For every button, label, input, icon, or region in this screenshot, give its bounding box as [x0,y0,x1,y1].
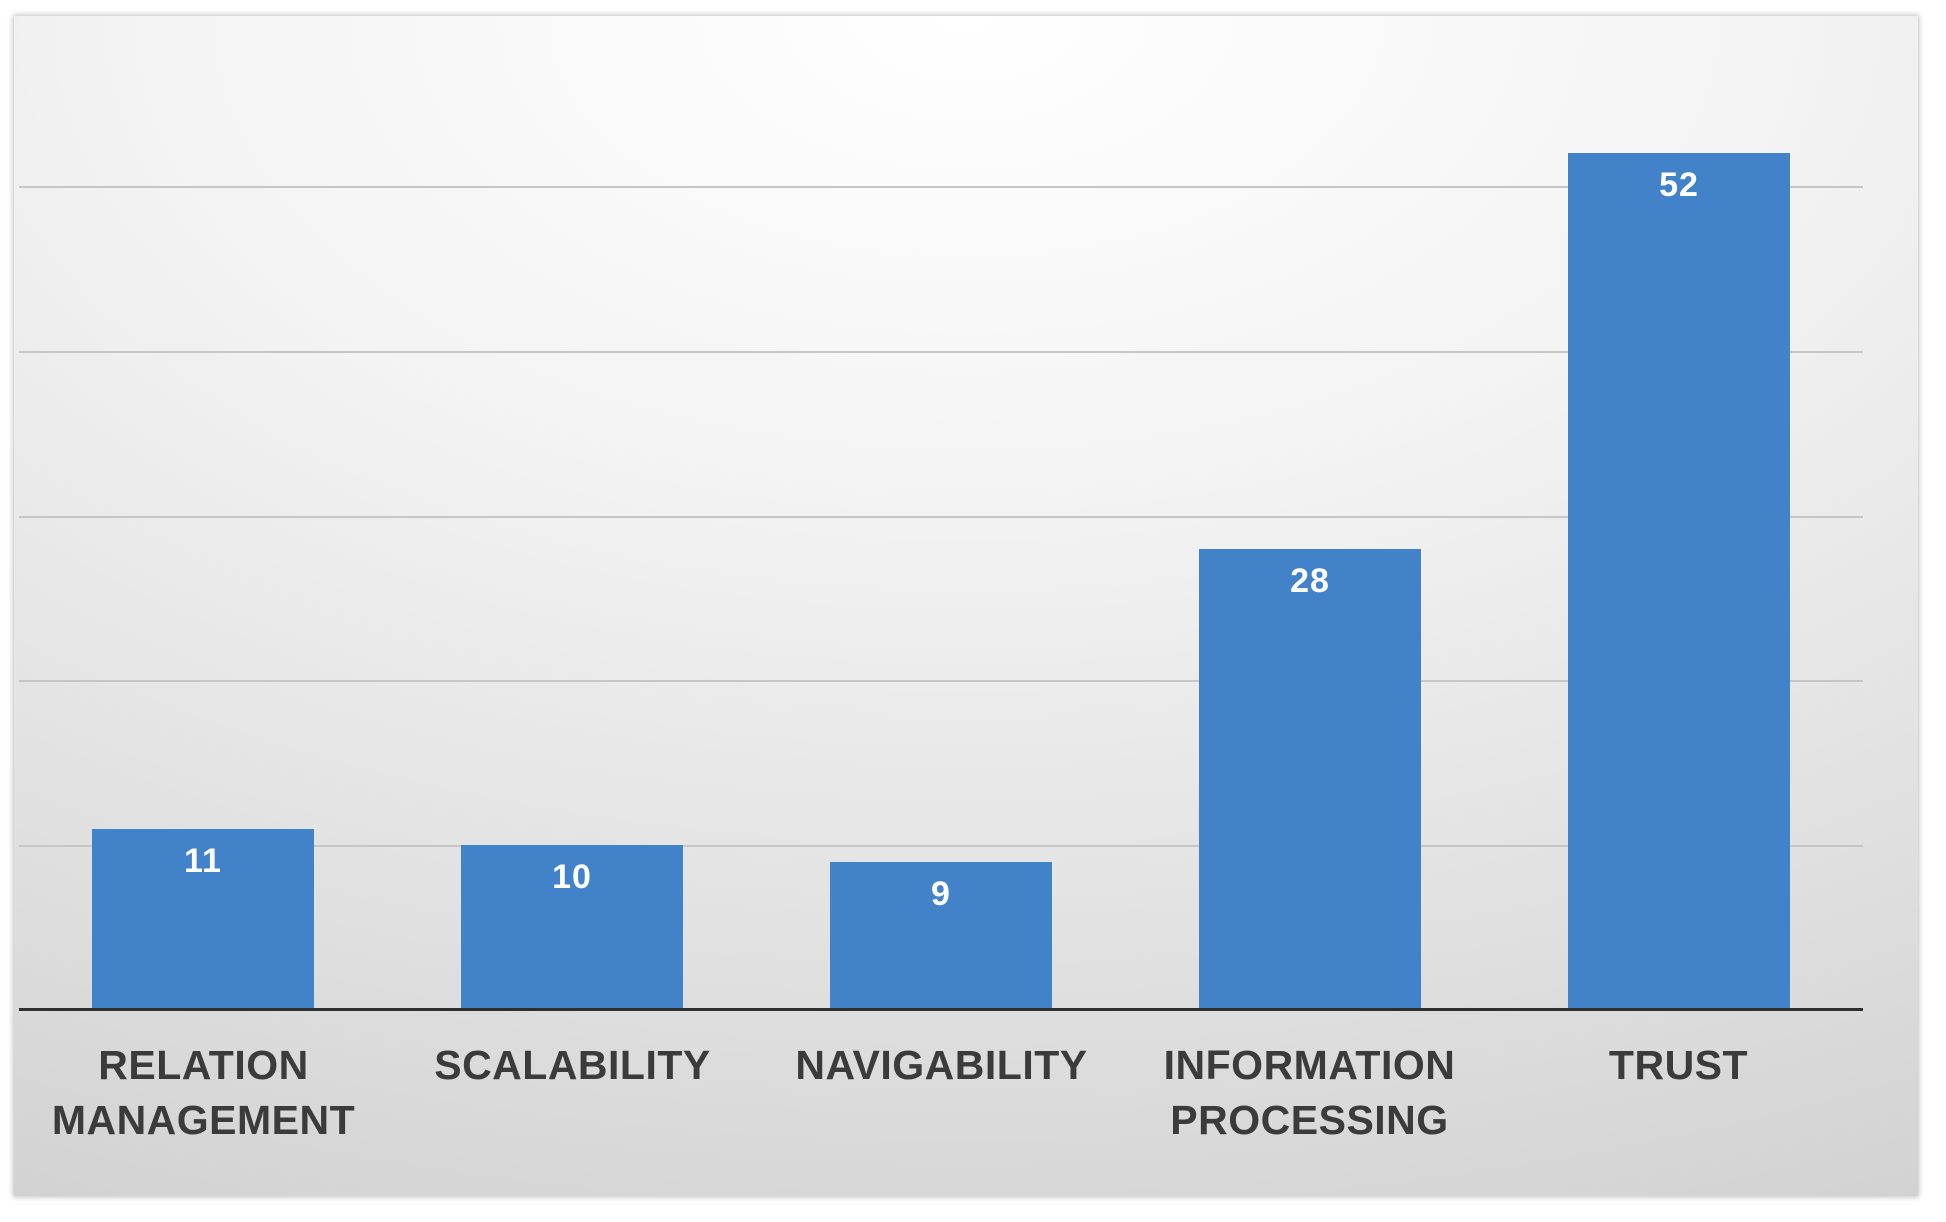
chart-panel [14,16,1918,1196]
